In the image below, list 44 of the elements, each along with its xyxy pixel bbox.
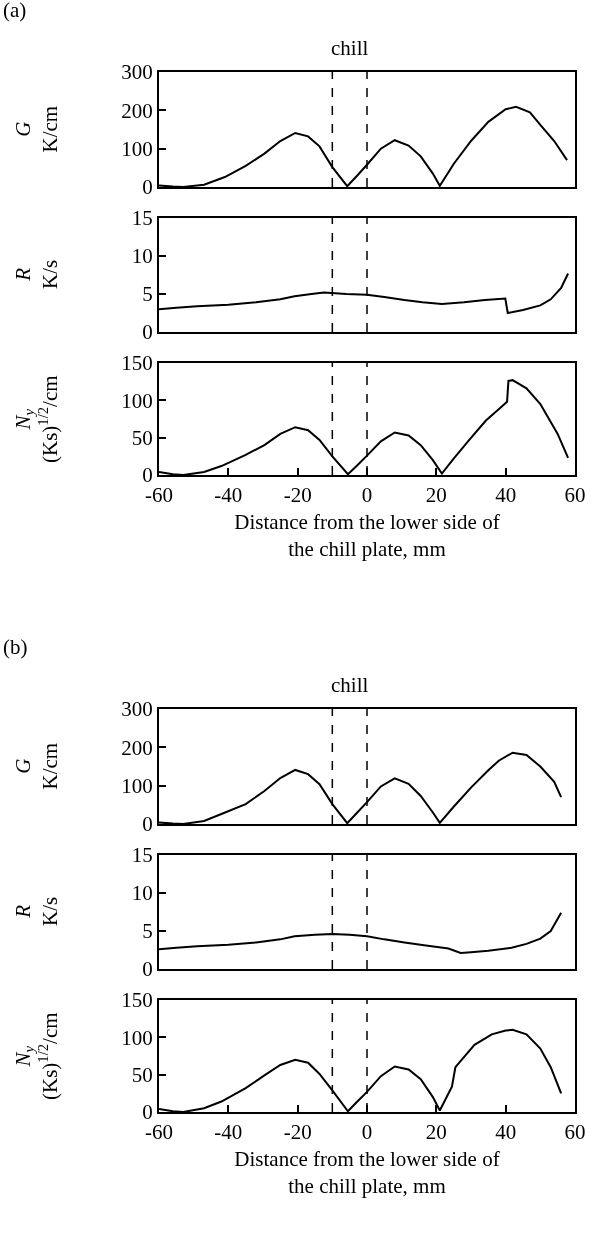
y-tick-label: 15 — [131, 843, 153, 868]
chart-title: (b) — [3, 634, 28, 659]
x-tick-label: -40 — [214, 1120, 243, 1145]
x-tick-label: 60 — [564, 483, 586, 508]
y-tick-label: 300 — [121, 60, 153, 85]
y-tick-label: 150 — [121, 988, 153, 1013]
y-tick-label: 10 — [131, 881, 153, 906]
x-axis-title: Distance from the lower side of the chill plate, mm — [234, 509, 500, 562]
x-tick-label: 20 — [425, 483, 447, 508]
y-axis-title: R K/s — [11, 259, 63, 289]
y-tick-label: 10 — [131, 244, 153, 269]
y-tick-label: 100 — [121, 137, 153, 162]
y-tick-label: 0 — [142, 175, 153, 200]
y-tick-label: 100 — [121, 388, 153, 413]
y-tick-label: 5 — [142, 919, 153, 944]
y-axis-title: R K/s — [11, 896, 63, 926]
y-tick-label: 0 — [142, 320, 153, 345]
text: chill — [331, 673, 369, 697]
x-tick-label: 20 — [425, 1120, 447, 1145]
y-tick-label: 100 — [121, 1025, 153, 1050]
y-tick-label: 5 — [142, 282, 153, 307]
y-tick-label: 150 — [121, 351, 153, 376]
x-axis-title: Distance from the lower side of the chill plate, mm — [234, 1146, 500, 1199]
x-tick-label: -20 — [283, 483, 312, 508]
y-axis-title: G K/cm — [10, 105, 62, 153]
x-tick-label: 40 — [495, 1120, 517, 1145]
x-tick-label: 0 — [361, 1120, 373, 1145]
y-tick-label: 100 — [121, 774, 153, 799]
y-tick-label: 200 — [121, 735, 153, 760]
y-tick-label: 15 — [131, 206, 153, 231]
y-tick-label: 50 — [131, 426, 153, 451]
x-tick-label: 0 — [361, 483, 373, 508]
y-tick-label: 0 — [142, 812, 153, 837]
y-tick-label: 0 — [142, 957, 153, 982]
chart-title: (a) — [3, 0, 27, 22]
y-axis-title: G K/cm — [10, 742, 62, 790]
x-tick-label: -20 — [283, 1120, 312, 1145]
x-tick-label: -40 — [214, 483, 243, 508]
x-tick-label: 40 — [495, 483, 517, 508]
x-tick-label: 60 — [564, 1120, 586, 1145]
y-tick-label: 50 — [131, 1063, 153, 1088]
text: chill — [331, 36, 369, 60]
y-tick-label: 200 — [121, 98, 153, 123]
y-tick-label: 300 — [121, 697, 153, 722]
